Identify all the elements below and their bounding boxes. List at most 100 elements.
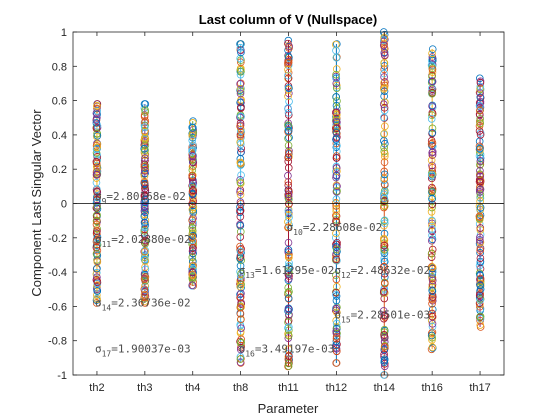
data-point — [380, 92, 388, 101]
data-point — [236, 188, 244, 196]
x-tick-label: th16 — [421, 382, 442, 394]
data-point — [189, 162, 197, 170]
data-point — [428, 56, 437, 65]
data-point — [236, 119, 245, 128]
data-point — [380, 106, 389, 115]
data-point — [285, 53, 293, 62]
data-point — [236, 355, 245, 363]
column-th12 — [331, 40, 341, 367]
sigma-annotation: σ11=2.02880e-02 — [95, 233, 191, 249]
data-point — [285, 274, 293, 283]
data-point — [284, 55, 293, 64]
x-tick-label: th3 — [137, 382, 152, 394]
data-point — [428, 263, 437, 272]
data-point — [188, 268, 197, 276]
data-point — [188, 281, 197, 290]
data-point — [284, 267, 293, 275]
data-point — [427, 208, 436, 216]
data-point — [476, 270, 484, 279]
data-point — [92, 243, 101, 252]
data-point — [476, 84, 484, 93]
data-point — [333, 282, 341, 291]
data-point — [140, 223, 149, 232]
data-point — [93, 110, 101, 119]
data-point — [332, 120, 341, 129]
data-point — [189, 207, 198, 216]
x-tick-label: th12 — [326, 382, 347, 394]
data-point — [284, 181, 293, 190]
data-point — [380, 241, 389, 250]
data-point — [140, 275, 149, 283]
data-point — [237, 283, 245, 292]
data-point — [476, 313, 484, 321]
data-point — [476, 285, 485, 293]
data-point — [284, 65, 292, 74]
data-point — [476, 78, 485, 87]
data-point — [332, 245, 341, 254]
y-tick-label: -1 — [57, 370, 67, 382]
data-point — [428, 283, 436, 292]
data-point — [93, 171, 101, 179]
data-point — [93, 258, 102, 266]
data-point — [93, 295, 101, 303]
data-point — [237, 256, 245, 265]
data-point — [236, 293, 245, 301]
data-point — [476, 97, 485, 106]
data-point — [92, 116, 101, 124]
data-point — [284, 108, 293, 117]
data-point — [92, 270, 101, 278]
data-point — [380, 103, 389, 112]
data-point — [188, 253, 197, 262]
data-point — [428, 194, 436, 203]
data-point — [236, 233, 245, 241]
data-point — [93, 123, 102, 132]
data-point — [188, 226, 197, 235]
data-point — [189, 128, 198, 137]
data-point — [380, 202, 389, 211]
data-point — [380, 69, 388, 78]
data-point — [379, 100, 388, 109]
data-point — [380, 314, 388, 323]
data-point — [93, 287, 101, 295]
data-point — [332, 217, 340, 226]
data-point — [92, 158, 101, 166]
data-point — [93, 185, 101, 194]
data-point — [333, 124, 341, 132]
data-point — [428, 225, 436, 233]
data-point — [428, 77, 437, 86]
data-point — [475, 88, 484, 97]
data-point — [380, 139, 389, 148]
data-point — [475, 127, 484, 135]
data-point — [381, 149, 389, 158]
data-point — [476, 82, 485, 91]
data-point — [285, 213, 293, 222]
data-point — [141, 286, 149, 294]
data-point — [379, 41, 388, 50]
data-point — [237, 324, 245, 332]
sigma-annotation: σ15=2.28501e-03 — [334, 308, 430, 324]
data-point — [380, 245, 389, 254]
data-point — [427, 253, 436, 261]
data-point — [237, 274, 245, 283]
data-point — [141, 195, 149, 204]
data-point — [141, 257, 150, 265]
data-point — [236, 190, 245, 199]
data-point — [93, 291, 101, 299]
data-point — [380, 113, 388, 122]
data-point — [92, 174, 101, 182]
data-point — [141, 237, 150, 246]
data-point — [284, 223, 292, 232]
data-point — [428, 287, 437, 295]
data-point — [428, 183, 436, 192]
data-point — [92, 237, 101, 246]
data-point — [92, 299, 101, 307]
data-point — [140, 123, 149, 132]
data-point — [236, 293, 245, 302]
data-point — [141, 141, 150, 150]
data-point — [236, 89, 245, 98]
data-point — [188, 271, 197, 280]
data-point — [476, 211, 485, 220]
data-point — [93, 162, 101, 171]
data-point — [332, 202, 341, 210]
data-point — [93, 238, 101, 246]
